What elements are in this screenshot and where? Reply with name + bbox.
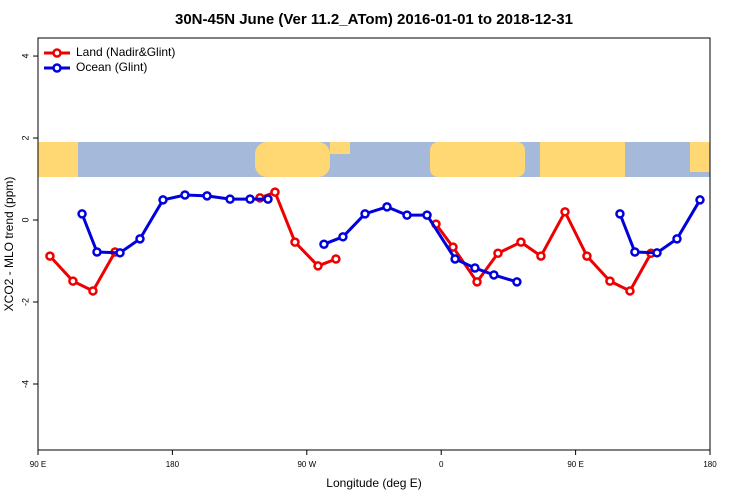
- data-point: [536, 251, 546, 261]
- data-point: [338, 232, 348, 242]
- data-point: [582, 251, 592, 261]
- legend-label: Ocean (Glint): [76, 60, 147, 74]
- data-point: [672, 234, 682, 244]
- map-land: [540, 142, 625, 177]
- y-tick-label: 4: [20, 54, 30, 59]
- x-tick-label: 90 E: [30, 460, 46, 469]
- legend-marker: [52, 48, 62, 58]
- y-axis-label: XCO2 - MLO trend (ppm): [2, 177, 16, 312]
- map-land: [38, 142, 78, 177]
- data-point: [489, 270, 499, 280]
- chart-title: 30N-45N June (Ver 11.2_ATom) 2016-01-01 …: [175, 11, 573, 28]
- data-point: [360, 209, 370, 219]
- map-land: [690, 142, 710, 172]
- data-point: [450, 254, 460, 264]
- data-point: [516, 237, 526, 247]
- x-tick-label: 90 W: [297, 460, 316, 469]
- y-tick-label: 0: [20, 218, 30, 223]
- x-tick-label: 90 E: [567, 460, 583, 469]
- y-tick-label: -2: [20, 298, 30, 306]
- data-point: [652, 248, 662, 258]
- data-point: [45, 251, 55, 261]
- data-point: [319, 239, 329, 249]
- data-point: [88, 286, 98, 296]
- data-point: [68, 276, 78, 286]
- x-tick-label: 0: [439, 460, 444, 469]
- data-point: [180, 190, 190, 200]
- data-point: [225, 194, 235, 204]
- data-point: [695, 195, 705, 205]
- data-point: [202, 191, 212, 201]
- y-tick-label: -4: [20, 380, 30, 388]
- data-point: [382, 202, 392, 212]
- map-land: [255, 142, 330, 177]
- data-point: [115, 248, 125, 258]
- y-tick-label: 2: [20, 136, 30, 141]
- data-point: [615, 209, 625, 219]
- data-point: [135, 234, 145, 244]
- data-point: [92, 247, 102, 257]
- data-point: [605, 276, 615, 286]
- data-point: [448, 242, 458, 252]
- legend-marker: [52, 63, 62, 73]
- data-point: [263, 194, 273, 204]
- map-band: [38, 142, 710, 177]
- data-point: [493, 248, 503, 258]
- data-point: [290, 237, 300, 247]
- data-point: [313, 261, 323, 271]
- map-land: [330, 142, 350, 154]
- legend-label: Land (Nadir&Glint): [76, 45, 175, 59]
- data-point: [422, 210, 432, 220]
- data-point: [270, 187, 280, 197]
- data-point: [625, 286, 635, 296]
- x-tick-label: 180: [166, 460, 180, 469]
- data-point: [472, 277, 482, 287]
- map-land: [430, 142, 525, 177]
- data-point: [470, 263, 480, 273]
- data-point: [77, 209, 87, 219]
- data-point: [158, 195, 168, 205]
- data-point: [402, 210, 412, 220]
- data-point: [560, 207, 570, 217]
- x-tick-label: 180: [703, 460, 717, 469]
- data-point: [630, 247, 640, 257]
- data-point: [331, 254, 341, 264]
- data-point: [245, 194, 255, 204]
- data-point: [512, 277, 522, 287]
- x-axis-label: Longitude (deg E): [326, 476, 421, 490]
- plot-frame: [37, 37, 711, 451]
